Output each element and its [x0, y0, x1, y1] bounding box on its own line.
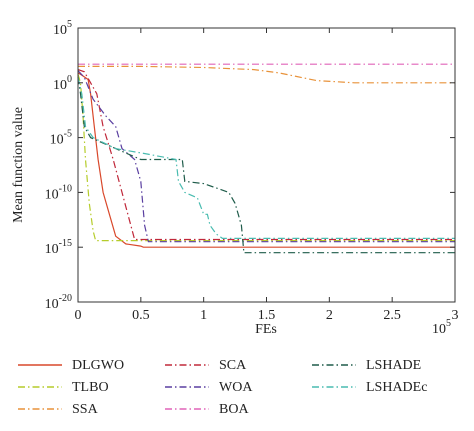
x-tick-label: 0: [75, 308, 82, 323]
series-line-ssa: [78, 65, 455, 84]
series-layer: [77, 63, 455, 254]
y-tick-label: 10-15: [45, 238, 72, 257]
x-tick-label: 3: [452, 308, 459, 323]
x-tick-label: 0.5: [132, 308, 150, 323]
y-tick-label: 105: [53, 19, 72, 38]
series-line-tlbo: [77, 73, 455, 242]
y-tick-label: 10-20: [45, 293, 72, 312]
y-tick-label: 10-5: [50, 129, 72, 148]
series-line-lshade: [77, 77, 455, 254]
axis-text-layer: Mean function value FEs 105: [11, 107, 451, 337]
series-line-sca: [77, 69, 455, 241]
plot-frame: [77, 27, 456, 303]
x-axis-label: FEs: [255, 322, 277, 337]
series-line-dlgwo: [77, 72, 455, 248]
legend-label-dlgwo: DLGWO: [72, 358, 124, 373]
x-multiplier-label: 105: [432, 318, 451, 337]
legend-label-tlbo: TLBO: [72, 380, 109, 395]
legend-label-woa: WOA: [219, 380, 253, 395]
x-tick-label: 2.5: [383, 308, 401, 323]
legend-label-boa: BOA: [219, 402, 249, 417]
series-line-lshadec: [77, 77, 455, 239]
legend-label-lshade: LSHADE: [366, 358, 421, 373]
x-multiplier-exponent: 5: [446, 318, 451, 329]
series-line-woa: [77, 70, 455, 243]
tick-layer: 0 0.5 1 1.5 2 2.5 3 105 100 10-5 10-10 10-15 10-20: [45, 19, 459, 323]
x-tick-label: 1.5: [258, 308, 276, 323]
legend-label-ssa: SSA: [72, 402, 99, 417]
x-multiplier-base: 10: [432, 322, 446, 337]
legend: DLGWO TLBO SSA SCA WOA BOA LSHADE LSHADEc: [18, 358, 427, 417]
y-axis-label: Mean function value: [11, 107, 26, 223]
x-tick-label: 1: [200, 308, 207, 323]
y-tick-label: 100: [53, 74, 72, 93]
legend-label-lshadec: LSHADEc: [366, 380, 427, 395]
y-tick-label: 10-10: [45, 183, 72, 202]
x-tick-label: 2: [326, 308, 333, 323]
legend-label-sca: SCA: [219, 358, 247, 373]
